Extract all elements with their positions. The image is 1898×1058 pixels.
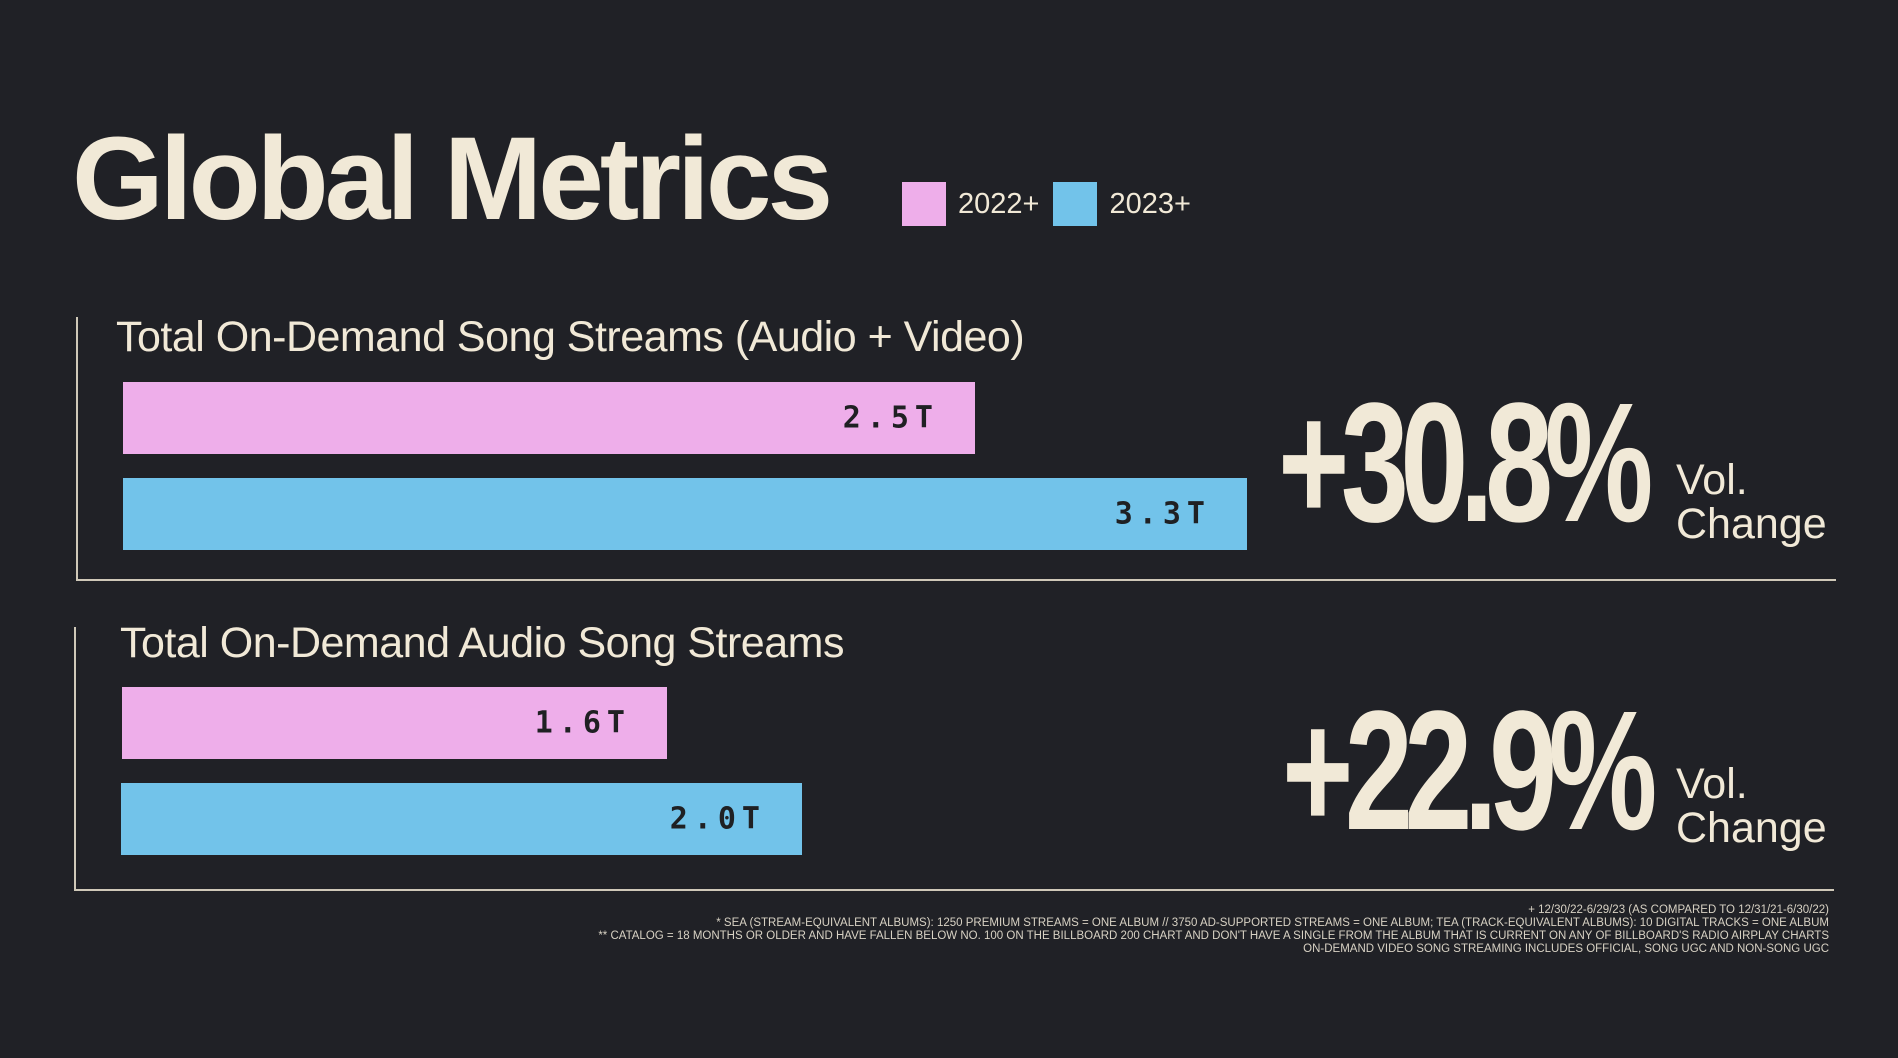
- legend-label-2023: 2023+: [1109, 187, 1191, 220]
- volume-change-audio: +22.9%: [1282, 686, 1791, 856]
- legend-swatch-2023: [1053, 182, 1098, 226]
- bar-label: 1.6T: [534, 705, 631, 741]
- bar-2022: 1.6T: [122, 687, 667, 759]
- chart-panel-audio-video: Total On-Demand Song Streams (Audio + Vi…: [76, 313, 1836, 581]
- page-title: Global Metrics: [72, 113, 833, 245]
- change-label: Change: [1676, 500, 1827, 548]
- change-label: Change: [1676, 804, 1827, 852]
- chart-title: Total On-Demand Song Streams (Audio + Vi…: [116, 313, 1025, 361]
- legend-swatch-2022: [902, 182, 946, 226]
- percent-change: +22.9%: [1282, 676, 1657, 866]
- footnote: ON-DEMAND VIDEO SONG STREAMING INCLUDES …: [1303, 943, 1829, 955]
- vol-label: Vol.: [1676, 760, 1748, 808]
- vol-change-label: Vol. Change: [1676, 458, 1827, 546]
- chart-panel-audio: Total On-Demand Audio Song Streams 1.6T …: [74, 619, 1834, 891]
- bar-2023: 2.0T: [121, 783, 802, 855]
- vol-label: Vol.: [1676, 456, 1748, 504]
- volume-change-audio-video: +30.8%: [1278, 378, 1787, 548]
- bar-label: 2.0T: [669, 801, 766, 837]
- footnote: + 12/30/22-6/29/23 (AS COMPARED TO 12/31…: [1528, 904, 1829, 916]
- footnote: ** CATALOG = 18 MONTHS OR OLDER AND HAVE…: [598, 930, 1829, 942]
- legend-label-2022: 2022+: [958, 187, 1040, 220]
- bar-2022: 2.5T: [123, 382, 975, 454]
- vol-change-label: Vol. Change: [1676, 762, 1827, 850]
- chart-legend: 2022+ 2023+: [902, 182, 1205, 226]
- percent-change: +30.8%: [1278, 368, 1653, 558]
- bar-label: 3.3T: [1114, 496, 1211, 532]
- footnotes: + 12/30/22-6/29/23 (AS COMPARED TO 12/31…: [598, 904, 1829, 956]
- bar-2023: 3.3T: [123, 478, 1247, 550]
- bar-label: 2.5T: [842, 400, 939, 436]
- footnote: * SEA (STREAM-EQUIVALENT ALBUMS): 1250 P…: [716, 917, 1829, 929]
- chart-title: Total On-Demand Audio Song Streams: [120, 619, 844, 667]
